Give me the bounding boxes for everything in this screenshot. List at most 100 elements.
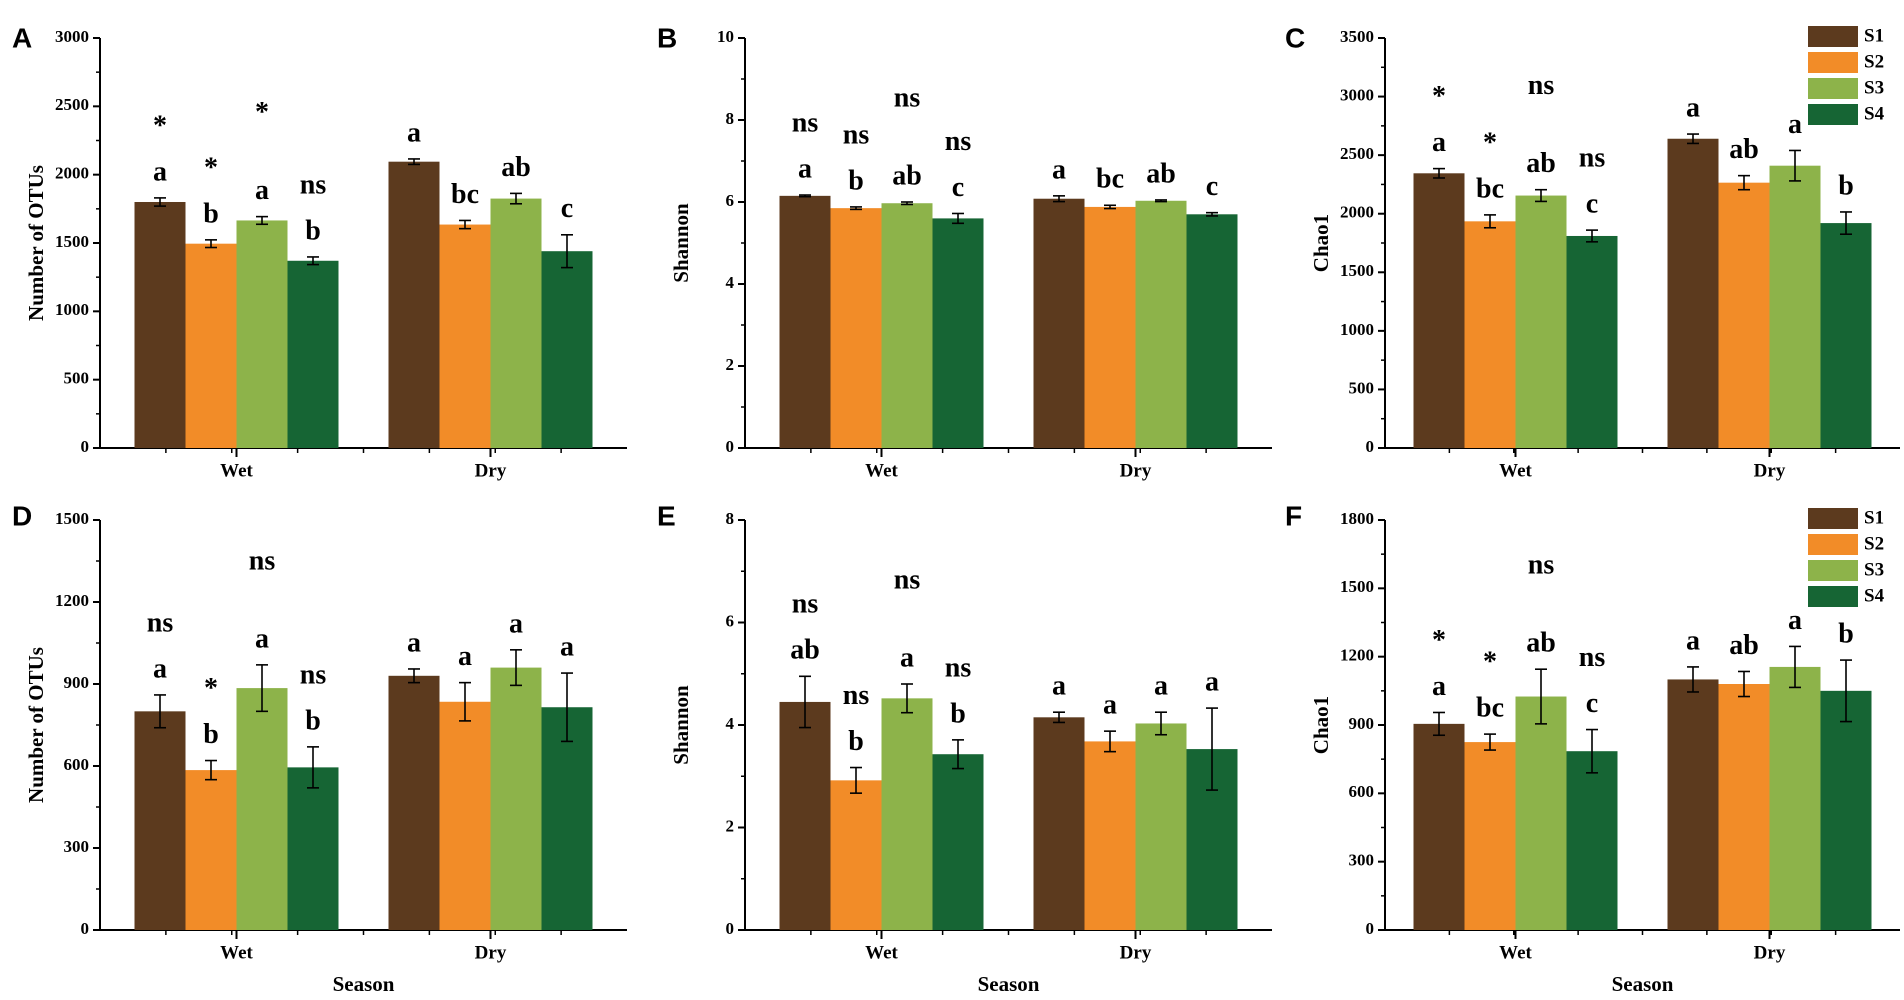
- significance-letter: bc: [451, 179, 479, 210]
- significance-letter: ab: [1146, 158, 1176, 189]
- significance-letter: a: [1432, 671, 1446, 702]
- bar-s2-dry: [1084, 206, 1136, 448]
- x-tick-label-wet: Wet: [220, 942, 253, 963]
- bar-s4-dry: [1820, 690, 1872, 930]
- significance-letter: a: [560, 631, 574, 662]
- significance-letter: b: [848, 165, 864, 196]
- y-tick-label: 10: [717, 27, 734, 46]
- significance-letter: b: [1838, 170, 1854, 201]
- significance-letter: ab: [1729, 134, 1759, 165]
- panel-label: A: [12, 22, 32, 53]
- x-tick-label-dry: Dry: [1120, 460, 1152, 481]
- significance-letter: a: [798, 153, 812, 184]
- bar-s2-wet: [830, 780, 882, 930]
- significance-letter: a: [407, 627, 421, 658]
- significance-mark: *: [204, 673, 218, 704]
- y-tick-label: 0: [726, 919, 735, 938]
- x-tick-label-dry: Dry: [1754, 460, 1786, 481]
- y-axis-label: Number of OTUs: [24, 165, 48, 321]
- significance-mark: *: [204, 152, 218, 183]
- legend-swatch-s1: [1808, 508, 1858, 529]
- x-tick-label-dry: Dry: [1120, 942, 1152, 963]
- bar-s1-wet: [1413, 723, 1465, 930]
- significance-letter: a: [407, 117, 421, 148]
- bar-s3-dry: [490, 198, 542, 448]
- significance-letter: a: [458, 641, 472, 672]
- y-tick-label: 6: [726, 611, 735, 630]
- significance-letter: a: [1432, 127, 1446, 158]
- significance-mark: ns: [1579, 143, 1606, 174]
- y-tick-label: 0: [1366, 919, 1375, 938]
- y-tick-label: 4: [726, 714, 735, 733]
- bar-s2-dry: [439, 701, 491, 930]
- x-tick-label-dry: Dry: [1754, 942, 1786, 963]
- significance-letter: ab: [790, 635, 820, 666]
- bar-s1-dry: [1033, 717, 1085, 930]
- bar-s4-dry: [541, 707, 593, 930]
- significance-mark: ns: [249, 545, 276, 576]
- significance-letter: bc: [1476, 693, 1504, 724]
- y-tick-label: 0: [81, 919, 90, 938]
- x-tick-label-dry: Dry: [475, 460, 507, 481]
- x-tick-label-wet: Wet: [865, 460, 898, 481]
- legend: S1 S2 S3 S4: [1808, 25, 1885, 125]
- significance-letter: a: [1686, 625, 1700, 656]
- bar-s4-wet: [1566, 235, 1618, 448]
- bar-s3-dry: [1135, 723, 1187, 930]
- significance-letter: b: [203, 719, 219, 750]
- bar-s2-wet: [830, 208, 882, 448]
- bar-s1-dry: [1033, 198, 1085, 448]
- panel-d: D 0 300 600 900 1200 1500 Number of OTUs Wet Dry a…: [12, 500, 627, 996]
- bar-s3-dry: [1135, 200, 1187, 448]
- legend-label-s2: S2: [1864, 51, 1884, 72]
- significance-letter: c: [952, 172, 964, 203]
- legend-label-s3: S3: [1864, 559, 1884, 580]
- significance-mark: ns: [894, 82, 921, 113]
- significance-letter: c: [1206, 171, 1218, 202]
- significance-mark: ns: [300, 169, 327, 200]
- y-tick-label: 1800: [1340, 509, 1374, 528]
- y-tick-label: 500: [64, 369, 90, 388]
- significance-letter: c: [1586, 688, 1598, 719]
- significance-letter: ab: [501, 152, 531, 183]
- panel-label: C: [1285, 22, 1305, 53]
- significance-letter: ab: [892, 160, 922, 191]
- significance-letter: a: [1154, 671, 1168, 702]
- legend-swatch-s2: [1808, 52, 1858, 73]
- bar-s1-wet: [134, 711, 186, 930]
- significance-letter: a: [1052, 671, 1066, 702]
- y-tick-label: 1000: [55, 300, 89, 319]
- significance-letter: ab: [1729, 630, 1759, 661]
- y-tick-label: 8: [726, 109, 735, 128]
- significance-mark: ns: [300, 659, 327, 690]
- legend-swatch-s1: [1808, 26, 1858, 47]
- significance-mark: *: [255, 97, 269, 128]
- significance-letter: a: [255, 623, 269, 654]
- bar-s3-dry: [1769, 666, 1821, 930]
- significance-letter: bc: [1096, 164, 1124, 195]
- significance-mark: *: [153, 110, 167, 141]
- bar-s1-dry: [1667, 138, 1719, 448]
- y-tick-label: 1200: [1340, 646, 1374, 665]
- y-tick-label: 2000: [55, 164, 89, 183]
- panel-a: A 0 500 1000 1500 2000 2500 3000 Number of OTUs W…: [12, 22, 627, 481]
- bar-s2-wet: [1464, 221, 1516, 448]
- x-axis-label: Season: [333, 972, 395, 996]
- bar-s3-dry: [1769, 165, 1821, 448]
- significance-letter: a: [1205, 667, 1219, 698]
- significance-mark: ns: [843, 680, 870, 711]
- bar-s4-wet: [1566, 751, 1618, 930]
- panel-label: B: [657, 22, 677, 53]
- bar-s4-dry: [1820, 223, 1872, 448]
- y-tick-label: 600: [64, 755, 90, 774]
- legend-label-s4: S4: [1864, 585, 1885, 606]
- bar-s3-wet: [1515, 195, 1567, 448]
- bar-s4-wet: [932, 754, 984, 930]
- significance-letter: ab: [1526, 148, 1556, 179]
- significance-letter: bc: [1476, 173, 1504, 204]
- y-axis-label: Chao1: [1309, 214, 1333, 272]
- significance-letter: a: [509, 608, 523, 639]
- significance-letter: b: [848, 726, 864, 757]
